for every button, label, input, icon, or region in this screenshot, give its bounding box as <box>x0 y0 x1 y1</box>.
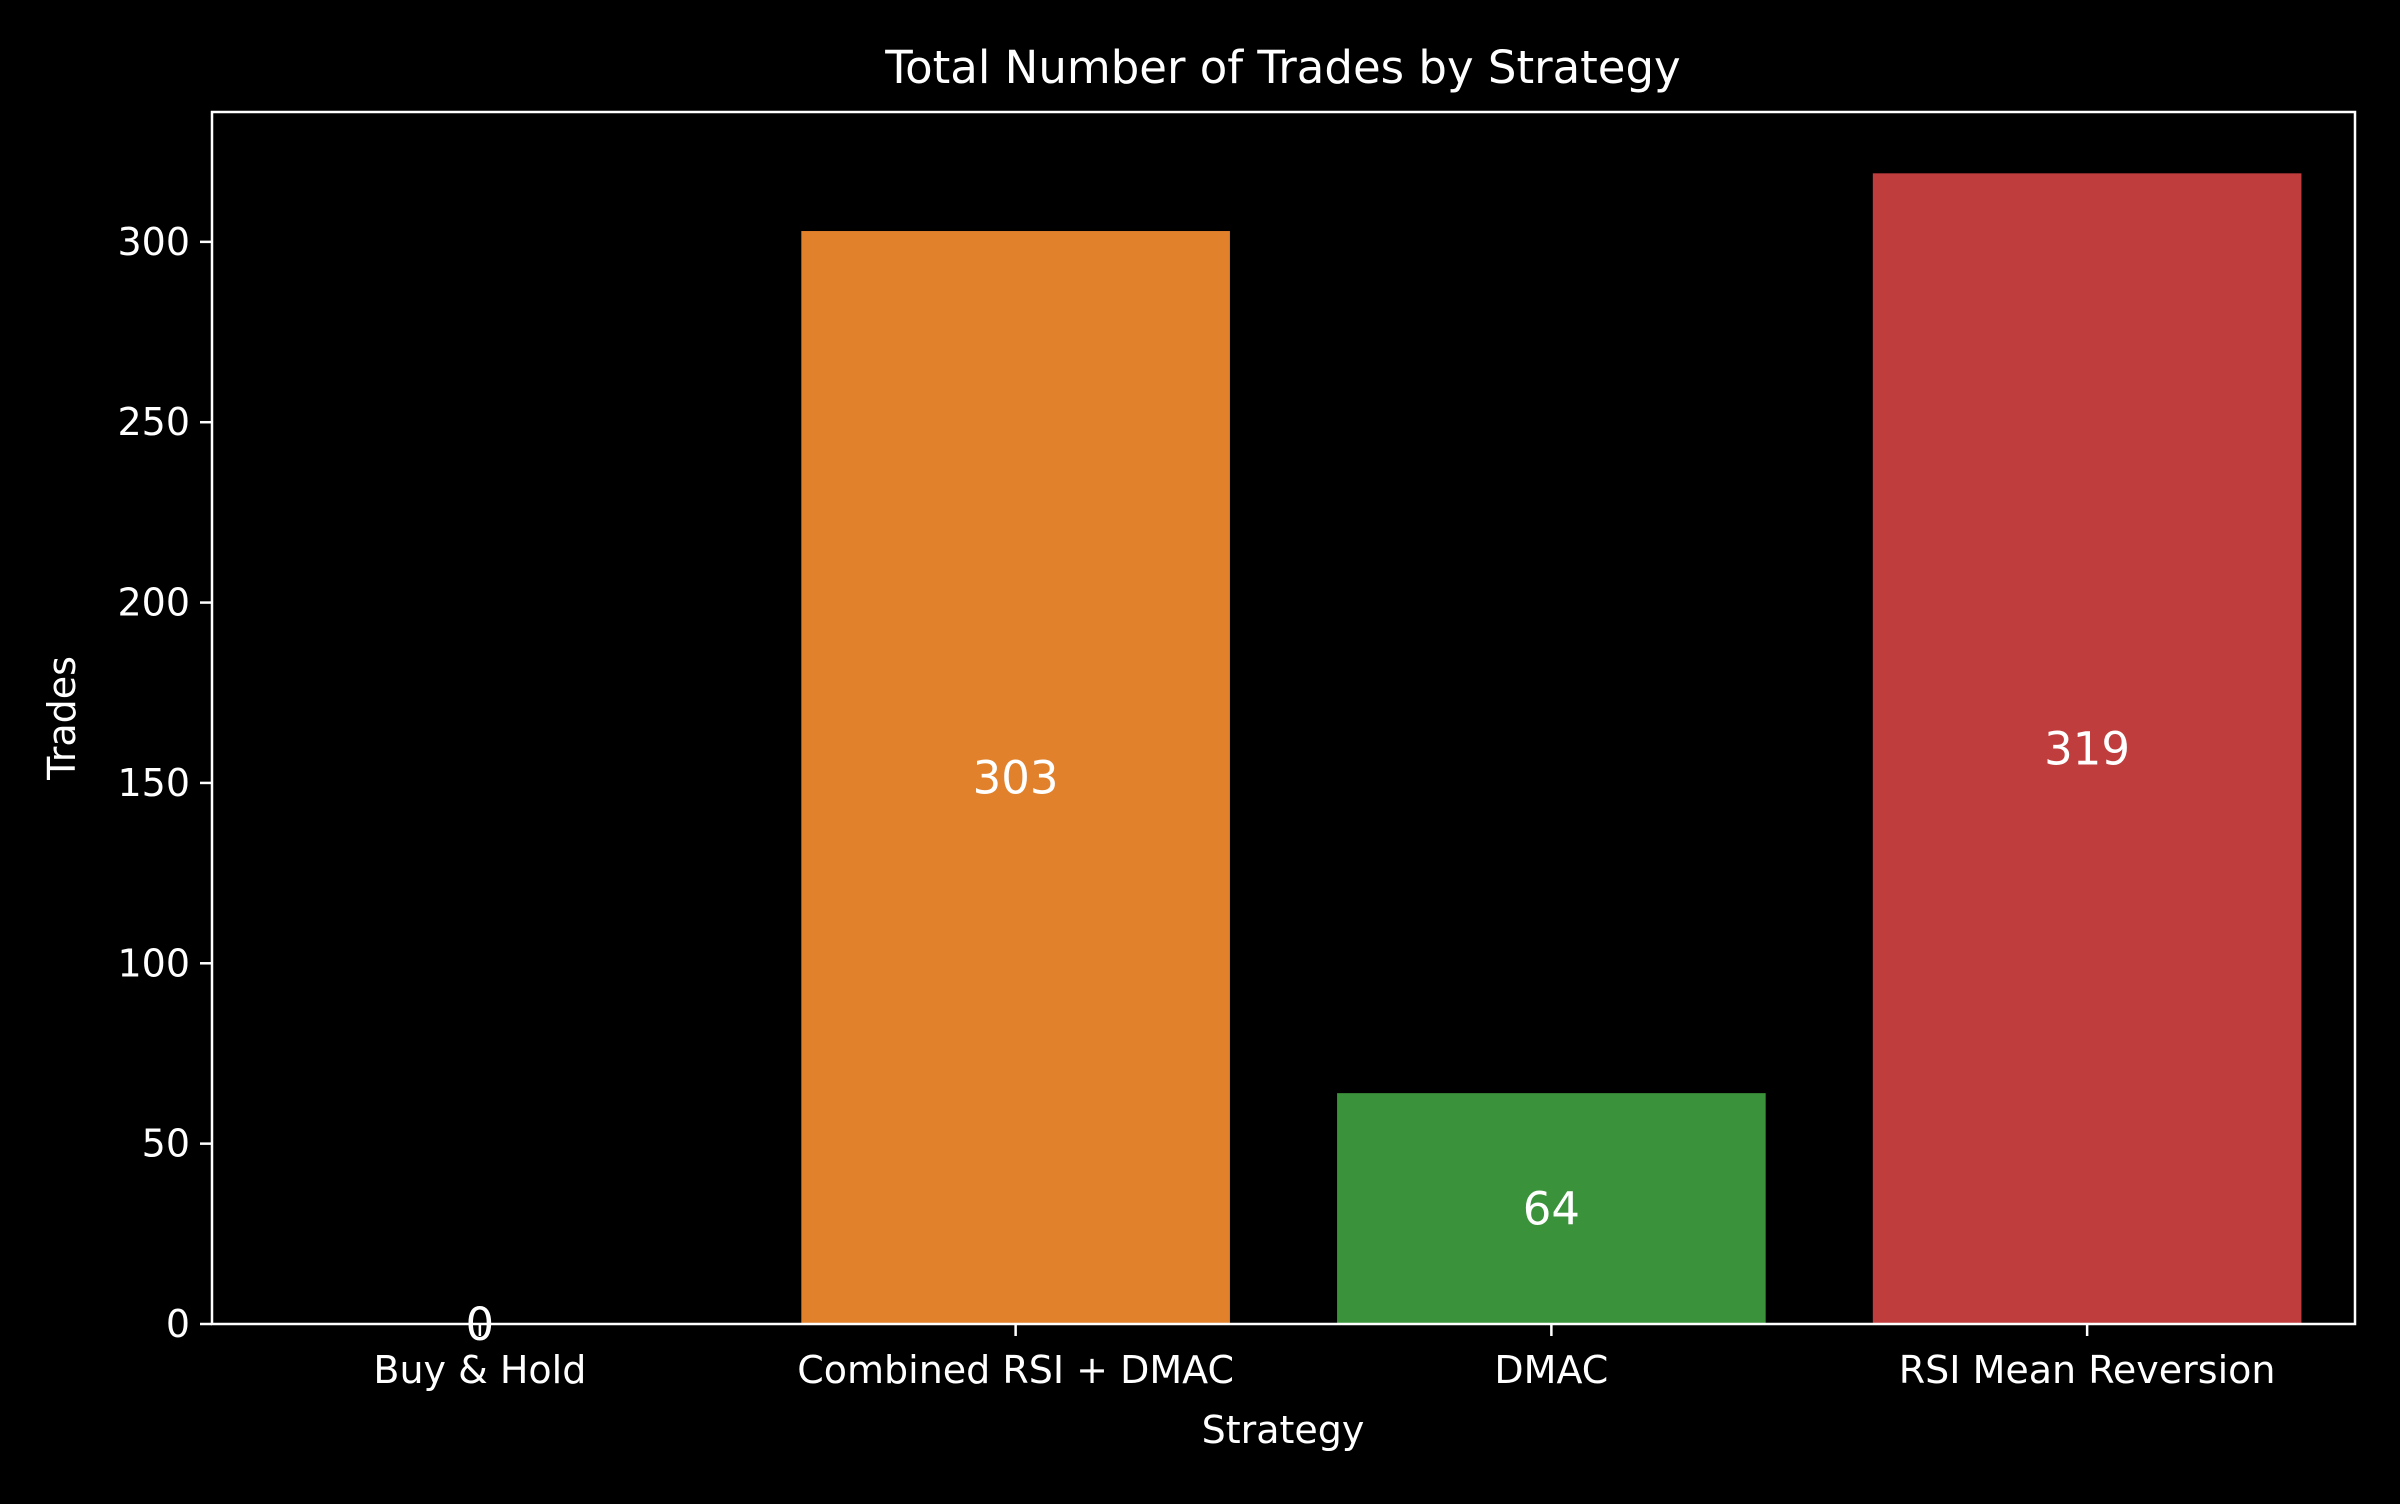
y-tick-label: 200 <box>117 581 190 625</box>
y-tick-label: 50 <box>142 1122 190 1166</box>
y-tick-label: 300 <box>117 220 190 264</box>
bar-value-label: 303 <box>973 752 1059 805</box>
x-axis-label: Strategy <box>1202 1408 1365 1452</box>
plot-frame <box>210 110 2357 1326</box>
bars-layer <box>801 173 2302 1325</box>
bar <box>1872 173 2302 1325</box>
bar <box>1337 1093 1766 1324</box>
y-axis-label: Trades <box>40 656 84 781</box>
x-tick-label: RSI Mean Reversion <box>1899 1348 2276 1392</box>
y-tick-label: 100 <box>117 941 190 985</box>
y-axis: 0 50 100 150 200 250 300 <box>117 220 212 1346</box>
y-tick-label: 0 <box>166 1302 190 1346</box>
chart-title: Total Number of Trades by Strategy <box>884 41 1680 94</box>
x-tick-label: DMAC <box>1494 1348 1608 1392</box>
x-tick-label: Buy & Hold <box>373 1348 586 1392</box>
bar <box>801 231 1230 1324</box>
bar-value-label: 64 <box>1523 1183 1580 1236</box>
y-tick-label: 250 <box>117 400 190 444</box>
x-axis: Buy & Hold Combined RSI + DMAC DMAC RSI Mea… <box>373 1324 2275 1392</box>
bar-value-label: 319 <box>2044 723 2130 776</box>
y-tick-label: 150 <box>117 761 190 805</box>
x-tick-label: Combined RSI + DMAC <box>797 1348 1234 1392</box>
